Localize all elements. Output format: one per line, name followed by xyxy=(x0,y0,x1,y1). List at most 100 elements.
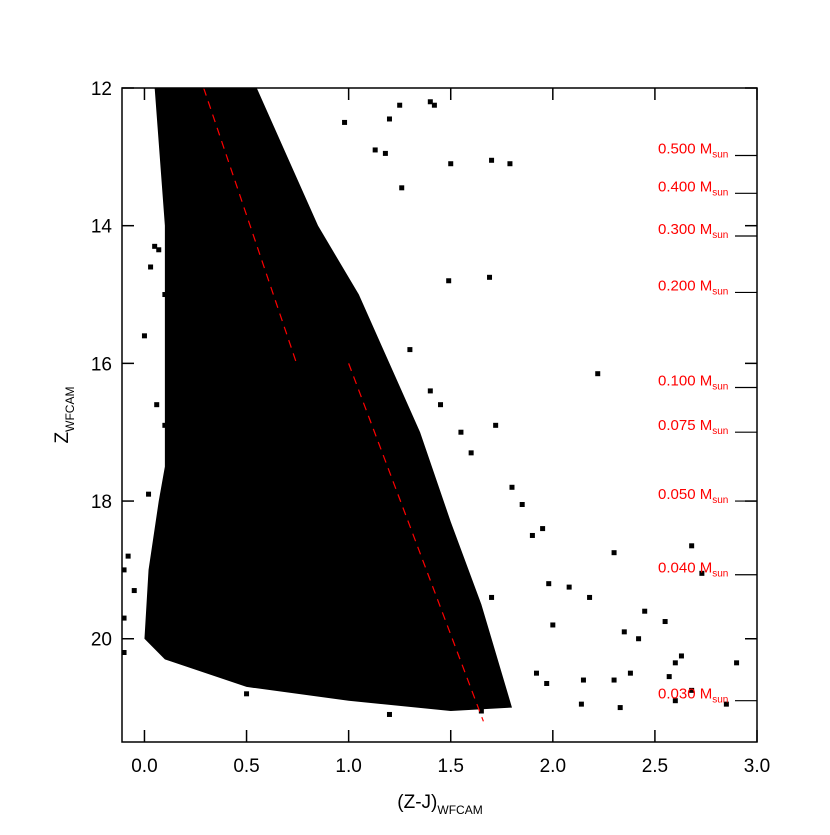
x-axis-label: (Z-J)WFCAM xyxy=(397,792,482,817)
mass-label-text: 0.300 M xyxy=(658,221,712,238)
x-axis-label-subscript: WFCAM xyxy=(437,803,482,817)
point xyxy=(122,567,127,573)
mass-label: 0.300 Msun xyxy=(658,221,728,241)
mass-label-subscript: sun xyxy=(712,286,728,297)
point xyxy=(533,670,539,676)
x-tick-label: 0.5 xyxy=(233,756,259,777)
point xyxy=(672,698,678,704)
point xyxy=(152,243,158,249)
point xyxy=(148,264,154,270)
point xyxy=(489,157,495,163)
point xyxy=(662,619,668,625)
point xyxy=(427,388,433,394)
point xyxy=(131,588,137,594)
x-tick-label: 0.0 xyxy=(131,756,157,777)
point xyxy=(122,650,127,656)
point xyxy=(162,422,168,428)
point xyxy=(382,150,388,156)
point xyxy=(386,711,392,717)
plot-area xyxy=(122,88,740,722)
mass-label-text: 0.050 M xyxy=(658,486,712,503)
point xyxy=(244,691,250,697)
y-axis-label-subscript: WFCAM xyxy=(63,387,77,432)
point xyxy=(546,581,552,587)
mass-label-text: 0.030 M xyxy=(658,686,712,703)
mass-label: 0.050 Msun xyxy=(658,486,728,506)
point xyxy=(578,701,584,707)
point xyxy=(125,553,131,559)
point xyxy=(621,629,627,635)
y-tick-label: 18 xyxy=(91,492,112,513)
point xyxy=(478,708,484,714)
x-tick-label: 2.5 xyxy=(642,756,668,777)
mass-label-text: 0.500 M xyxy=(658,140,712,157)
mass-label: 0.040 Msun xyxy=(658,560,728,580)
point xyxy=(509,484,515,490)
point xyxy=(162,292,168,298)
mass-label-subscript: sun xyxy=(712,569,728,580)
point xyxy=(689,543,695,549)
point xyxy=(666,674,672,680)
point xyxy=(489,594,495,600)
y-tick-label: 12 xyxy=(91,79,112,100)
point xyxy=(468,450,474,456)
x-tick-label: 3.0 xyxy=(744,756,770,777)
point xyxy=(122,615,127,621)
mass-label-subscript: sun xyxy=(712,695,728,706)
point xyxy=(550,622,556,628)
point xyxy=(580,677,586,683)
mass-label-subscript: sun xyxy=(712,495,728,506)
point xyxy=(627,670,633,676)
x-tick-label: 1.0 xyxy=(335,756,361,777)
x-axis-label-text: (Z-J) xyxy=(397,792,437,813)
point xyxy=(448,161,454,167)
point xyxy=(431,102,437,108)
point xyxy=(734,660,740,666)
x-tick-label: 2.0 xyxy=(540,756,566,777)
point xyxy=(636,636,642,642)
mass-label-text: 0.400 M xyxy=(658,178,712,195)
point xyxy=(611,677,617,683)
point xyxy=(642,608,648,614)
point xyxy=(723,701,729,707)
point xyxy=(595,371,601,377)
y-axis-label-text: Z xyxy=(52,431,73,443)
mass-label-subscript: sun xyxy=(712,230,728,241)
x-tick-label: 1.5 xyxy=(438,756,464,777)
point xyxy=(407,347,413,353)
point xyxy=(493,422,499,428)
point xyxy=(617,705,623,711)
point xyxy=(399,185,405,191)
mass-label: 0.500 Msun xyxy=(658,140,728,160)
mass-label-text: 0.100 M xyxy=(658,372,712,389)
point xyxy=(141,333,147,339)
point xyxy=(342,119,348,125)
point xyxy=(678,653,684,659)
mass-label: 0.400 Msun xyxy=(658,178,728,198)
mass-label-text: 0.040 M xyxy=(658,560,712,577)
plot-frame xyxy=(121,87,758,743)
point xyxy=(689,687,695,693)
point xyxy=(544,680,550,686)
mass-label-subscript: sun xyxy=(712,149,728,160)
dense-region xyxy=(144,88,512,712)
point xyxy=(519,501,525,507)
y-axis-label: ZWFCAM xyxy=(52,387,77,444)
point xyxy=(487,274,493,280)
point xyxy=(540,526,546,532)
mass-label-text: 0.200 M xyxy=(658,277,712,294)
mass-label: 0.200 Msun xyxy=(658,277,728,297)
point xyxy=(146,491,152,497)
mass-label: 0.100 Msun xyxy=(658,372,728,392)
mass-label: 0.030 Msun xyxy=(658,686,728,706)
point xyxy=(458,429,464,435)
point xyxy=(587,594,593,600)
point xyxy=(611,550,617,556)
point xyxy=(672,660,678,666)
y-tick-label: 14 xyxy=(91,217,113,238)
point xyxy=(507,161,513,167)
point xyxy=(446,278,452,284)
point xyxy=(438,402,444,408)
